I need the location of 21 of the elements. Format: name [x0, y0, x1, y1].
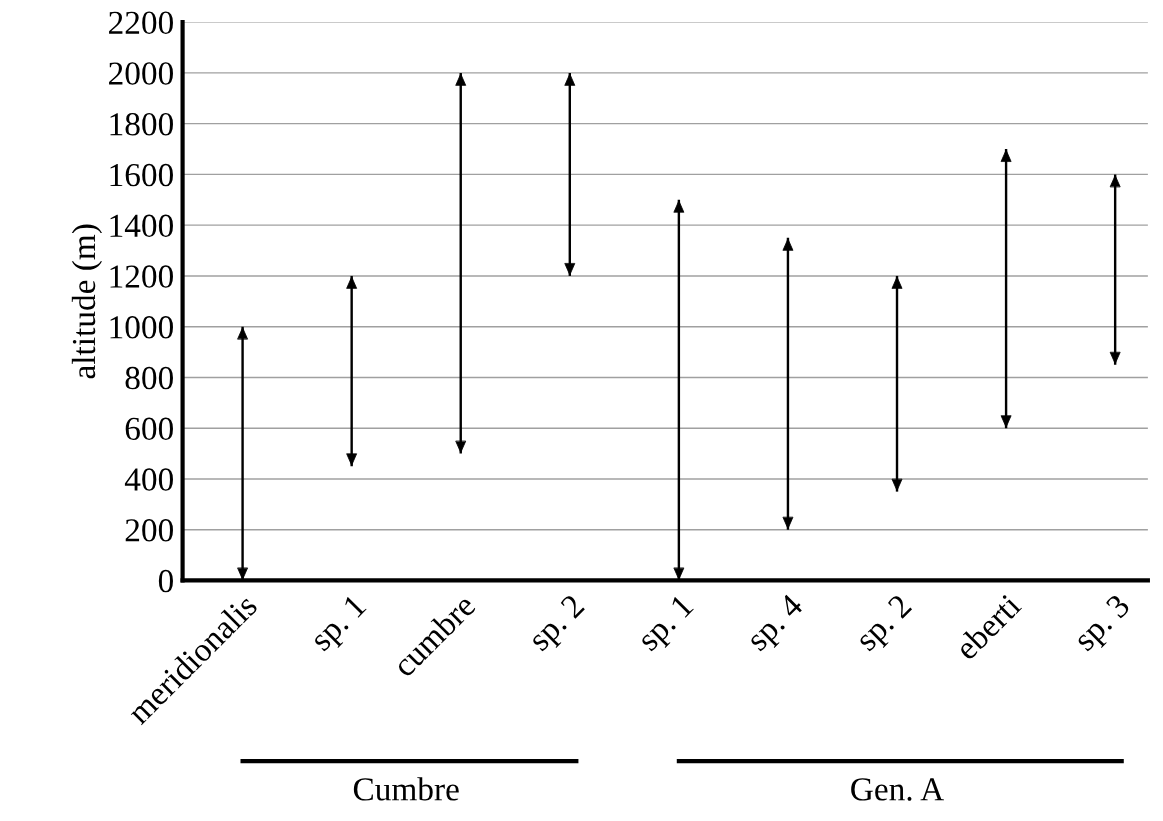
x-tick-label: sp. 1	[636, 593, 699, 657]
y-tick-label: 800	[125, 366, 173, 390]
y-axis-title: altitude (m)	[71, 224, 103, 379]
x-tick-label: sp. 2	[526, 593, 590, 657]
x-tick-label: sp. 4	[745, 592, 809, 657]
y-tick-label: 1600	[110, 163, 173, 187]
x-tick-label: sp. 2	[854, 593, 918, 657]
y-tick-label: 400	[124, 468, 173, 491]
x-tick-label: sp. 1	[308, 593, 372, 657]
text: Gen. A	[851, 778, 944, 801]
y-tick-label: 0	[158, 569, 173, 593]
y-tick-label: 200	[125, 519, 173, 542]
text: Cumbre	[353, 777, 459, 801]
y-tick-label: 600	[125, 417, 173, 441]
y-tick-label: 2000	[109, 62, 173, 85]
x-tick-label: sp. 3	[1072, 593, 1136, 657]
y-tick-label: 1800	[110, 113, 173, 136]
y-tick-label: 1400	[110, 214, 173, 238]
y-tick-label: 1200	[110, 265, 173, 288]
y-tick-label: 1000	[110, 316, 173, 339]
y-tick-label: 2200	[109, 11, 173, 35]
